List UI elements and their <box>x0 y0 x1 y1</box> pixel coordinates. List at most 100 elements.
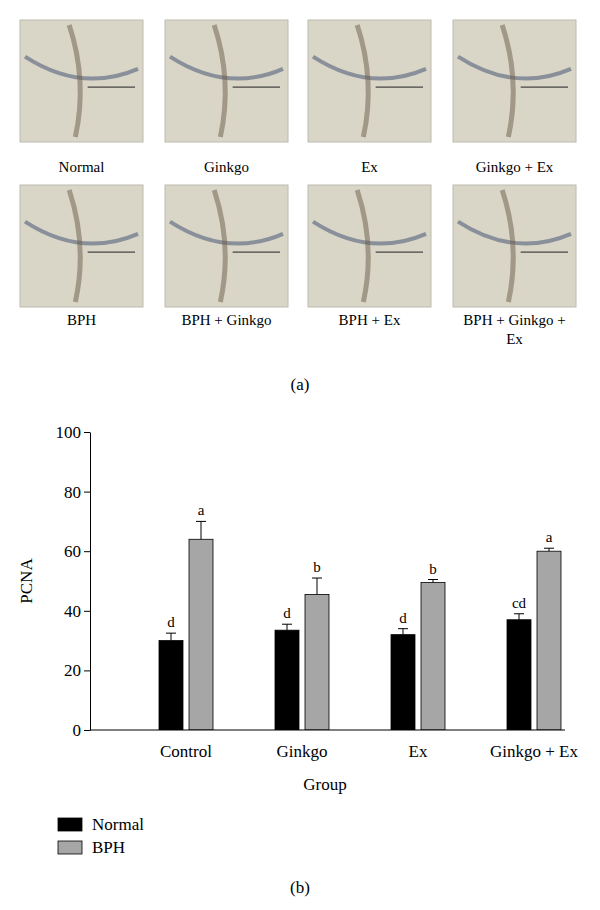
micrograph: Ginkgo <box>165 20 288 175</box>
y-tick: 20 <box>64 661 90 680</box>
legend-label: BPH <box>92 838 125 857</box>
significance-letter: b <box>313 559 321 575</box>
error-bar-stem <box>287 624 288 630</box>
error-bar <box>282 624 292 630</box>
micrograph: Ginkgo + Ex <box>453 20 576 175</box>
y-axis-title: PCNA <box>17 558 36 604</box>
micrograph-label: BPH + Ginkgo +Ex <box>463 312 565 347</box>
bar <box>391 635 415 730</box>
x-tick-label: Control <box>160 742 212 761</box>
micrograph-label: Ex <box>361 159 378 175</box>
error-bar <box>544 548 554 551</box>
error-bar <box>196 521 206 539</box>
scale-bar <box>88 252 135 253</box>
tissue <box>357 190 368 302</box>
error-bar-stem <box>519 614 520 620</box>
scale-bar <box>233 252 280 253</box>
micrograph: Ex <box>308 20 431 175</box>
tissue <box>69 190 80 302</box>
y-tick-label: 40 <box>64 602 81 621</box>
significance-letter: b <box>429 561 437 577</box>
micrograph-label: BPH + Ginkgo <box>181 312 271 328</box>
x-tick-label: Ginkgo <box>277 742 328 761</box>
label-line: Normal <box>59 159 105 175</box>
micrograph: BPH + Ginkgo <box>165 185 288 328</box>
tissue <box>214 190 225 302</box>
significance-letter: d <box>167 614 175 630</box>
y-tick: 0 <box>73 721 91 740</box>
error-bar-stem <box>201 521 202 539</box>
tissue <box>502 25 513 137</box>
scale-bar <box>521 87 568 88</box>
y-tick-mark <box>84 492 90 493</box>
error-bar-cap <box>428 579 438 580</box>
micrograph-label: BPH + Ex <box>339 312 401 328</box>
x-tick: Ginkgo + Ex <box>490 730 578 761</box>
y-axis-line <box>90 433 91 731</box>
error-bar <box>398 629 408 635</box>
x-tick-label: Ginkgo + Ex <box>490 742 578 761</box>
micrograph: Normal <box>20 20 143 175</box>
y-tick: 100 <box>56 423 91 442</box>
bar <box>159 641 183 730</box>
error-bar <box>428 580 438 583</box>
scale-bar <box>521 252 568 253</box>
x-tick-label: Ex <box>409 742 428 761</box>
y-tick-mark <box>84 730 90 731</box>
y-tick: 60 <box>64 542 90 561</box>
error-bar-cap <box>514 613 524 614</box>
y-tick-label: 80 <box>64 483 81 502</box>
bar <box>305 594 329 730</box>
error-bar <box>514 614 524 620</box>
micrograph-image <box>20 20 143 142</box>
significance-letter: a <box>546 529 553 545</box>
label-line: BPH + Ginkgo <box>181 312 271 328</box>
panel-label: (a) <box>291 375 310 394</box>
bar <box>189 539 213 730</box>
bar <box>275 630 299 730</box>
y-tick-label: 100 <box>56 423 82 442</box>
bars <box>159 521 561 730</box>
micrograph-label: Ginkgo <box>204 159 249 175</box>
significance-letter: cd <box>512 595 527 611</box>
label-line: Ex <box>506 331 523 347</box>
legend-label: Normal <box>92 815 144 834</box>
micrograph-label: Ginkgo + Ex <box>476 159 554 175</box>
tissue <box>357 25 368 137</box>
legend: Normal BPH <box>58 815 144 857</box>
micrograph: BPH <box>20 185 143 328</box>
y-tick: 80 <box>64 483 90 502</box>
error-bar-cap <box>196 521 206 522</box>
x-tick: Control <box>160 730 212 761</box>
significance-letter: a <box>198 502 205 518</box>
y-tick-mark <box>84 432 90 433</box>
y-tick-label: 60 <box>64 542 81 561</box>
tissue <box>502 190 513 302</box>
error-bar-cap <box>166 633 176 634</box>
micrograph-label: BPH <box>67 312 96 328</box>
y-tick-label: 0 <box>73 721 82 740</box>
y-tick: 40 <box>64 602 90 621</box>
scale-bar <box>233 87 280 88</box>
tissue <box>69 25 80 137</box>
error-bar-stem <box>317 578 318 594</box>
legend-swatch <box>58 841 82 854</box>
panel-b: dddcdabba020406080100ControlGinkgoExGink… <box>17 423 578 857</box>
significance-letter: d <box>283 605 291 621</box>
error-bar <box>166 633 176 640</box>
micrograph-image <box>308 20 431 142</box>
label-line: BPH + Ex <box>339 312 401 328</box>
bar <box>507 620 531 730</box>
micrograph-image <box>20 185 143 307</box>
label-line: Ex <box>361 159 378 175</box>
error-bar-cap <box>312 578 322 579</box>
micrograph: BPH + Ginkgo +Ex <box>453 185 576 347</box>
scale-bar <box>88 87 135 88</box>
tissue <box>214 25 225 137</box>
figure: Normal Ginkgo Ex Ginkgo + Ex BPH BPH + Ginkgo… <box>0 0 600 910</box>
x-axis-title: Group <box>303 775 346 794</box>
micrograph-image <box>165 185 288 307</box>
y-tick-mark <box>84 670 90 671</box>
label-line: Ginkgo + Ex <box>476 159 554 175</box>
panel-a: Normal Ginkgo Ex Ginkgo + Ex BPH BPH + Ginkgo… <box>20 20 576 347</box>
